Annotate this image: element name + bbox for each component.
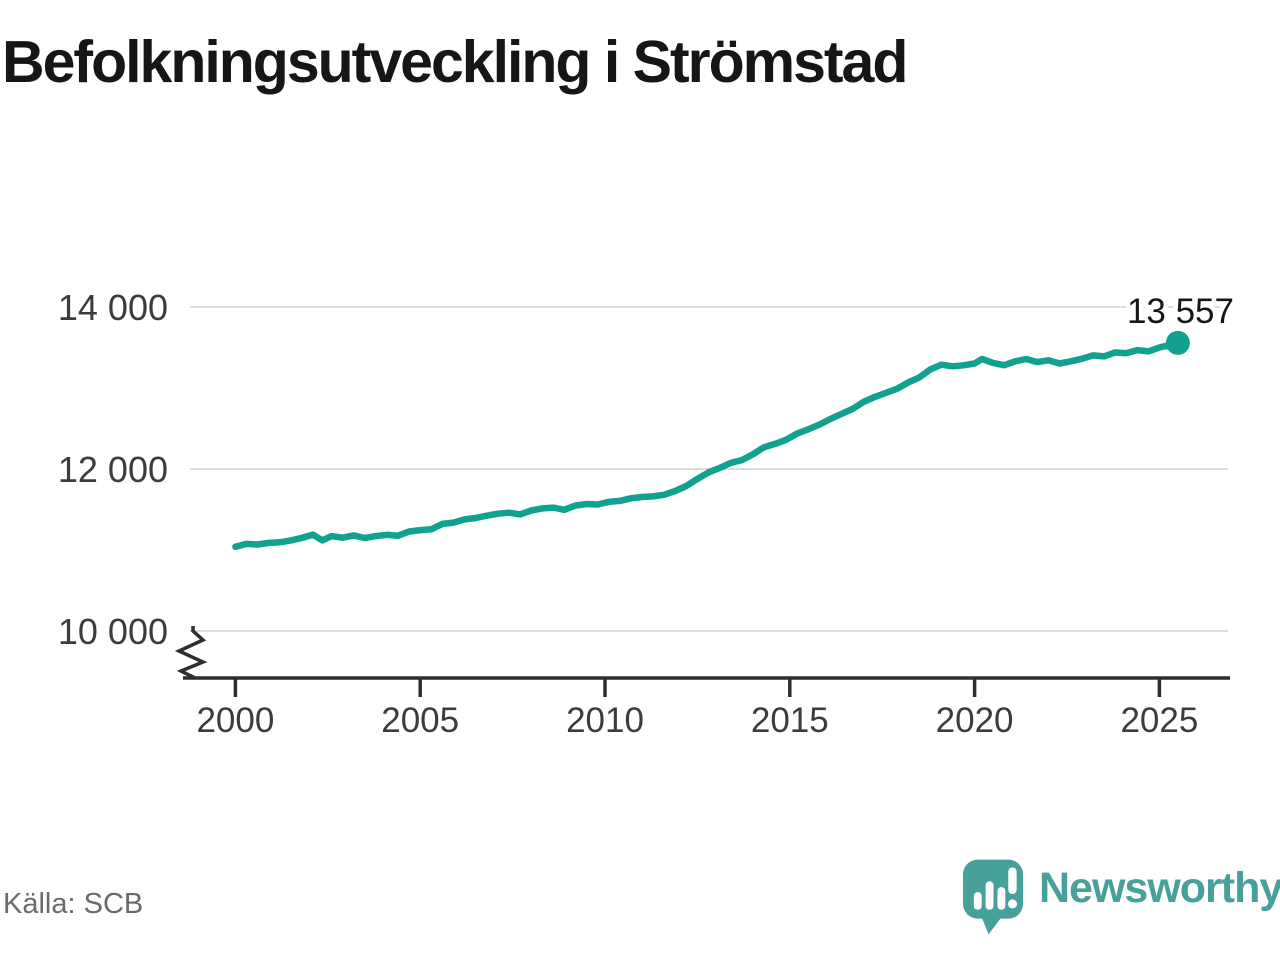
endpoint-marker bbox=[1165, 330, 1190, 355]
endpoint-value-label: 13 557 bbox=[1127, 292, 1234, 331]
logo-bar-small-icon bbox=[973, 892, 982, 910]
x-tick-label: 2005 bbox=[381, 701, 459, 740]
y-tick-label: 14 000 bbox=[58, 287, 168, 328]
x-tick-label: 2015 bbox=[751, 701, 829, 740]
logo-bar-mid-icon bbox=[997, 887, 1006, 910]
page-title: Befolkningsutveckling i Strömstad bbox=[2, 29, 908, 95]
logo-exclamation-bar-icon bbox=[1008, 867, 1017, 895]
y-tick-label: 10 000 bbox=[58, 611, 168, 652]
newsworthy-logo-icon bbox=[962, 859, 1024, 935]
newsworthy-logo: Newsworthy bbox=[962, 858, 1280, 936]
newsworthy-logo-text: Newsworthy bbox=[1039, 864, 1280, 912]
y-tick-label: 12 000 bbox=[58, 449, 168, 490]
logo-exclamation-dot-icon bbox=[1007, 899, 1018, 909]
logo-bar-tall-icon bbox=[985, 881, 994, 910]
x-tick-label: 2010 bbox=[566, 701, 644, 740]
logo-bubble-tail bbox=[980, 914, 1004, 935]
population-line bbox=[232, 339, 1182, 551]
x-tick-label: 2020 bbox=[936, 701, 1014, 740]
axis-break-icon bbox=[174, 626, 208, 679]
x-tick-label: 2000 bbox=[196, 701, 274, 740]
source-label: Källa: SCB bbox=[3, 888, 144, 920]
x-tick-label: 2025 bbox=[1120, 701, 1198, 740]
